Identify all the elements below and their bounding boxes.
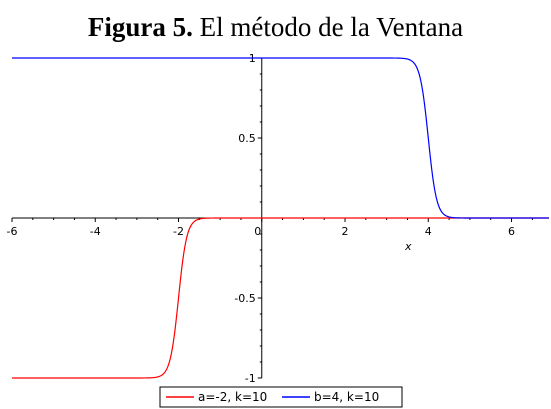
x-tick-label: -4 <box>90 225 101 238</box>
x-axis-label: x <box>404 240 412 253</box>
y-tick-label: -1 <box>245 372 256 385</box>
y-tick-label: -0.5 <box>234 292 255 305</box>
series-line-1 <box>12 57 549 219</box>
x-tick-label: -2 <box>173 225 184 238</box>
x-tick-label: 4 <box>425 225 432 238</box>
x-tick-label: -6 <box>7 225 18 238</box>
legend-box <box>159 386 403 408</box>
chart-title-rest: El método de la Ventana <box>192 12 464 42</box>
x-tick-label: 2 <box>342 225 349 238</box>
chart-title-bold: Figura 5. <box>87 12 193 42</box>
legend-entry: b=4, k=10 <box>314 390 379 404</box>
chart-title: Figura 5. El método de la Ventana <box>0 10 551 44</box>
legend-entry: a=-2, k=10 <box>198 390 267 404</box>
y-tick-label: 0.5 <box>238 132 256 145</box>
x-tick-label: 0 <box>254 225 261 238</box>
series-line-0 <box>12 217 549 379</box>
x-tick-label: 6 <box>508 225 515 238</box>
